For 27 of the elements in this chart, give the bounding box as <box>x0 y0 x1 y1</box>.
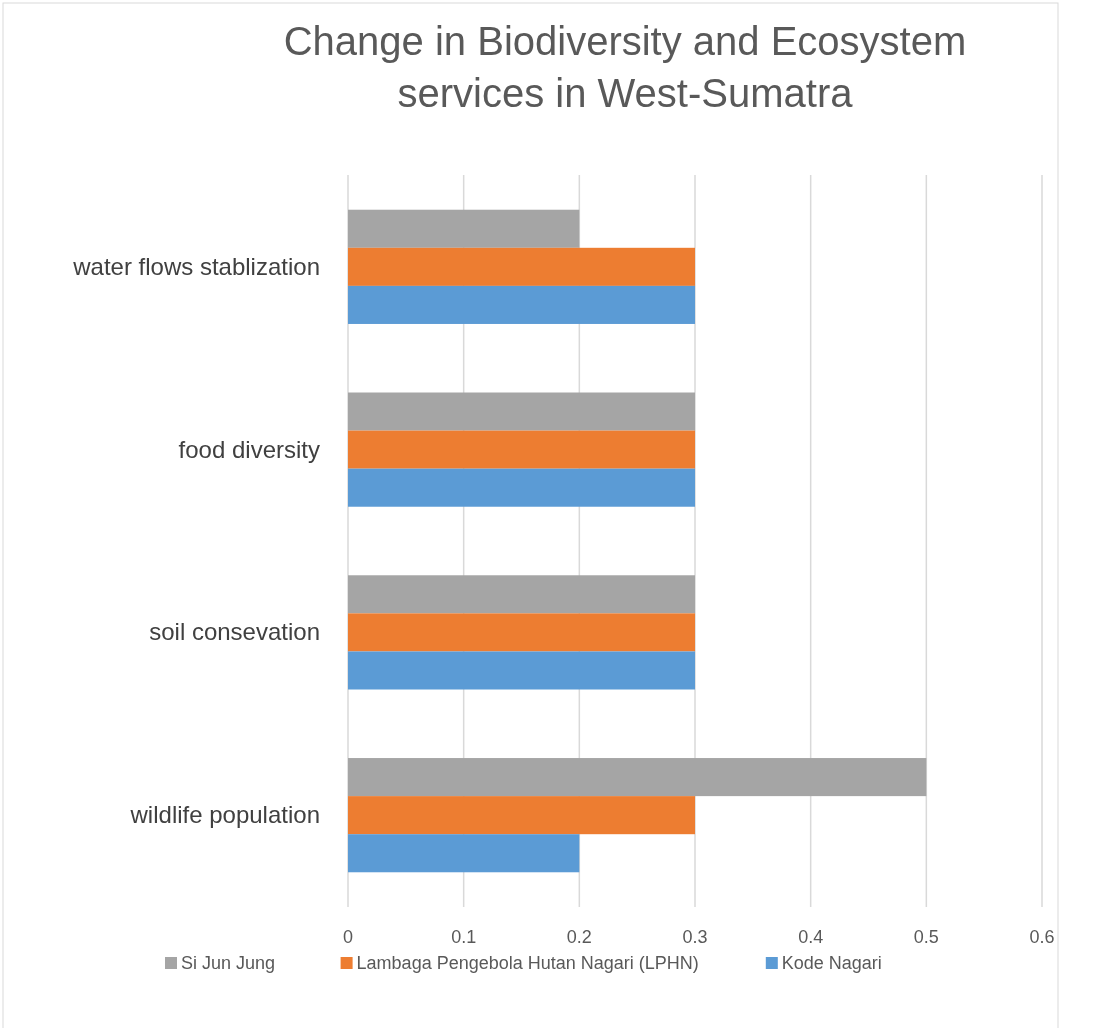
bar <box>348 430 695 469</box>
bar <box>348 247 695 286</box>
x-tick-label: 0.6 <box>1029 927 1055 947</box>
y-tick-label: wildlife population <box>129 801 320 829</box>
bar <box>348 796 695 835</box>
legend-label: Si Jun Jung <box>181 953 276 973</box>
x-tick-label: 0.5 <box>913 927 939 947</box>
bar <box>348 468 695 507</box>
bar <box>348 392 695 431</box>
bar <box>348 613 695 652</box>
bar <box>348 651 695 690</box>
bar <box>348 575 695 614</box>
y-tick-label: water flows stablization <box>72 252 320 280</box>
y-tick-label: soil consevation <box>149 618 320 646</box>
bar <box>348 285 695 324</box>
bar <box>348 834 580 873</box>
x-tick-label: 0.1 <box>451 927 477 947</box>
x-tick-label: 0.3 <box>682 927 708 947</box>
legend-label: Kode Nagari <box>781 953 882 973</box>
x-tick-label: 0 <box>342 927 354 947</box>
bar <box>348 209 580 248</box>
y-tick-label: food diversity <box>178 435 320 463</box>
x-tick-label: 0.2 <box>566 927 592 947</box>
bar <box>348 758 927 797</box>
chart-title: Change in Biodiversity and Ecosystem services in West-Sumatra <box>283 19 967 115</box>
x-tick-label: 0.4 <box>798 927 824 947</box>
legend-label: Lambaga Pengebola Hutan Nagari (LPHN) <box>356 953 699 973</box>
